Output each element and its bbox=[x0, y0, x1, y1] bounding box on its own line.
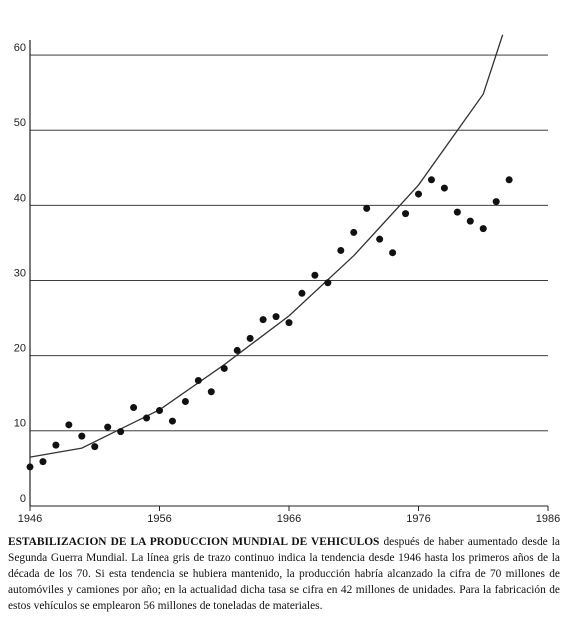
caption: ESTABILIZACION DE LA PRODUCCION MUNDIAL … bbox=[8, 534, 560, 614]
point bbox=[26, 463, 34, 471]
point bbox=[117, 428, 125, 436]
point bbox=[492, 198, 500, 206]
caption-text: después de haber aumentado desde la Segu… bbox=[8, 536, 560, 612]
x-tick-label: 1956 bbox=[147, 513, 171, 525]
point bbox=[91, 443, 99, 451]
x-tick-label: 1986 bbox=[536, 513, 560, 525]
point bbox=[298, 289, 306, 297]
y-tick-label: 20 bbox=[14, 343, 26, 355]
point bbox=[207, 388, 215, 396]
point bbox=[324, 279, 332, 287]
point bbox=[39, 458, 47, 466]
x-tick-label: 1966 bbox=[277, 513, 301, 525]
point bbox=[440, 184, 448, 192]
point bbox=[402, 210, 410, 218]
point bbox=[52, 441, 60, 449]
point bbox=[65, 421, 73, 429]
caption-title: ESTABILIZACION DE LA PRODUCCION MUNDIAL … bbox=[8, 536, 380, 548]
point bbox=[143, 414, 151, 422]
y-tick-label: 0 bbox=[20, 493, 26, 505]
y-tick-label: 30 bbox=[14, 267, 26, 279]
point bbox=[415, 190, 422, 198]
point bbox=[466, 217, 474, 225]
point bbox=[259, 316, 267, 324]
point bbox=[427, 176, 435, 184]
point bbox=[350, 228, 358, 236]
point bbox=[389, 249, 397, 257]
x-tick-label: 1976 bbox=[406, 513, 430, 525]
y-tick-label: 10 bbox=[14, 418, 26, 430]
point bbox=[78, 432, 86, 440]
point bbox=[376, 235, 384, 243]
point bbox=[479, 225, 487, 233]
trend-line bbox=[29, 34, 504, 458]
point bbox=[168, 417, 176, 425]
point bbox=[311, 271, 319, 279]
point bbox=[181, 398, 189, 406]
point bbox=[505, 176, 513, 184]
point bbox=[363, 204, 371, 212]
point bbox=[130, 404, 138, 412]
y-tick-label: 40 bbox=[14, 192, 26, 204]
point bbox=[337, 246, 345, 254]
point bbox=[156, 407, 163, 415]
chart: 0 10 20 30 40 50 60 1946 1956 1966 1976 1986 bbox=[14, 34, 560, 525]
y-tick-label: 50 bbox=[14, 117, 26, 129]
point bbox=[246, 334, 254, 342]
point bbox=[272, 313, 280, 321]
point bbox=[453, 208, 461, 216]
x-tick-label: 1946 bbox=[18, 513, 42, 525]
point bbox=[194, 376, 202, 384]
y-tick-label: 60 bbox=[14, 42, 26, 54]
point bbox=[233, 346, 241, 354]
point bbox=[285, 319, 293, 327]
point bbox=[104, 423, 112, 431]
point bbox=[220, 364, 228, 372]
